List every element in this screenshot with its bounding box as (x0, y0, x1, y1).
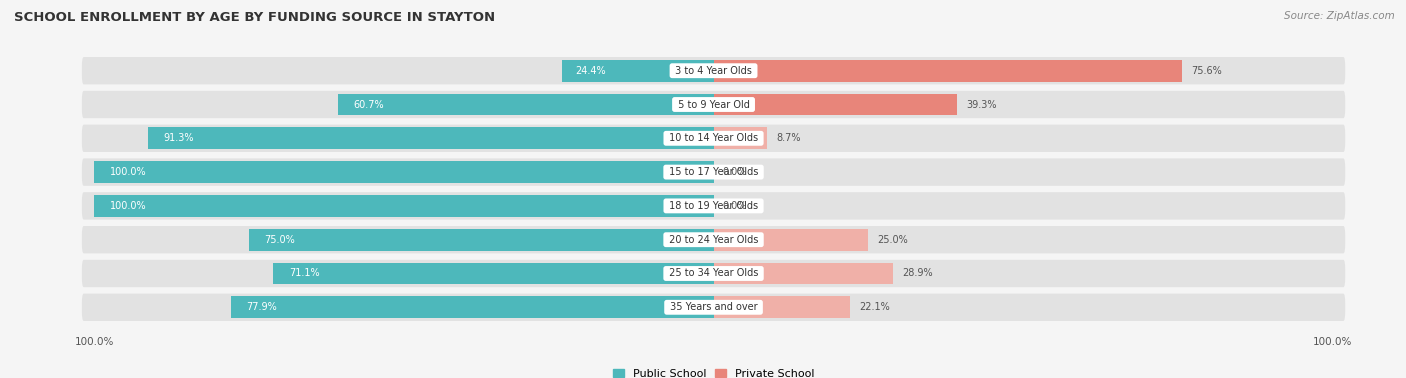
FancyBboxPatch shape (82, 158, 1346, 186)
Bar (713, 229, 869, 251)
Legend: Public School, Private School: Public School, Private School (613, 369, 814, 378)
Text: 0.0%: 0.0% (723, 201, 747, 211)
Bar (713, 60, 1181, 82)
Text: 100.0%: 100.0% (110, 201, 146, 211)
Text: 100.0%: 100.0% (110, 167, 146, 177)
Bar (562, 60, 713, 82)
Text: 8.7%: 8.7% (776, 133, 801, 143)
Bar (713, 93, 957, 116)
Bar (337, 93, 713, 116)
Text: 39.3%: 39.3% (966, 99, 997, 110)
Bar (713, 262, 893, 285)
Text: 35 Years and over: 35 Years and over (666, 302, 761, 312)
FancyBboxPatch shape (82, 260, 1346, 287)
Text: 25.0%: 25.0% (877, 235, 908, 245)
Text: Source: ZipAtlas.com: Source: ZipAtlas.com (1284, 11, 1395, 21)
Text: 25 to 34 Year Olds: 25 to 34 Year Olds (666, 268, 761, 279)
Text: 75.6%: 75.6% (1191, 66, 1222, 76)
Bar (148, 127, 713, 149)
Text: 5 to 9 Year Old: 5 to 9 Year Old (675, 99, 752, 110)
Bar (94, 161, 713, 183)
FancyBboxPatch shape (82, 294, 1346, 321)
Bar (249, 229, 713, 251)
Text: 22.1%: 22.1% (859, 302, 890, 312)
Text: 0.0%: 0.0% (723, 167, 747, 177)
FancyBboxPatch shape (82, 192, 1346, 220)
Text: 77.9%: 77.9% (246, 302, 277, 312)
Text: 71.1%: 71.1% (288, 268, 319, 279)
FancyBboxPatch shape (82, 125, 1346, 152)
Text: 3 to 4 Year Olds: 3 to 4 Year Olds (672, 66, 755, 76)
Text: 91.3%: 91.3% (163, 133, 194, 143)
FancyBboxPatch shape (82, 226, 1346, 253)
Text: 18 to 19 Year Olds: 18 to 19 Year Olds (666, 201, 761, 211)
Text: 10 to 14 Year Olds: 10 to 14 Year Olds (666, 133, 761, 143)
Text: 75.0%: 75.0% (264, 235, 295, 245)
Bar (94, 195, 713, 217)
Text: 15 to 17 Year Olds: 15 to 17 Year Olds (666, 167, 761, 177)
Text: 20 to 24 Year Olds: 20 to 24 Year Olds (666, 235, 761, 245)
Text: 60.7%: 60.7% (353, 99, 384, 110)
Text: 24.4%: 24.4% (575, 66, 606, 76)
Text: 28.9%: 28.9% (901, 268, 932, 279)
Bar (273, 262, 713, 285)
Text: SCHOOL ENROLLMENT BY AGE BY FUNDING SOURCE IN STAYTON: SCHOOL ENROLLMENT BY AGE BY FUNDING SOUR… (14, 11, 495, 24)
Bar (713, 127, 768, 149)
FancyBboxPatch shape (82, 57, 1346, 84)
Bar (713, 296, 851, 318)
Bar (231, 296, 713, 318)
FancyBboxPatch shape (82, 91, 1346, 118)
